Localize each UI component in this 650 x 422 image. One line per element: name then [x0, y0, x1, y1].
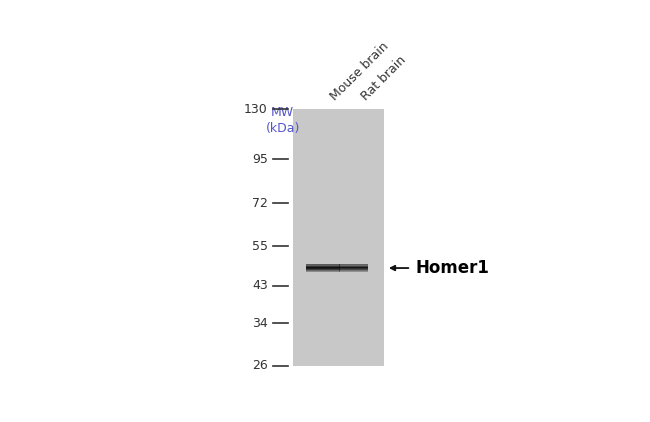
Text: 55: 55: [252, 240, 268, 253]
Text: 43: 43: [252, 279, 268, 292]
Text: 95: 95: [252, 153, 268, 166]
Text: MW
(kDa): MW (kDa): [266, 106, 300, 135]
Text: 26: 26: [252, 359, 268, 372]
Text: 130: 130: [244, 103, 268, 116]
Text: 72: 72: [252, 197, 268, 210]
Text: Rat brain: Rat brain: [359, 53, 408, 103]
Text: Homer1: Homer1: [415, 259, 489, 277]
Text: Mouse brain: Mouse brain: [328, 39, 391, 103]
Text: 34: 34: [252, 316, 268, 330]
Bar: [292, 109, 384, 366]
